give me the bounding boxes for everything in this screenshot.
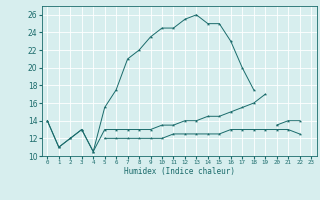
X-axis label: Humidex (Indice chaleur): Humidex (Indice chaleur) bbox=[124, 167, 235, 176]
